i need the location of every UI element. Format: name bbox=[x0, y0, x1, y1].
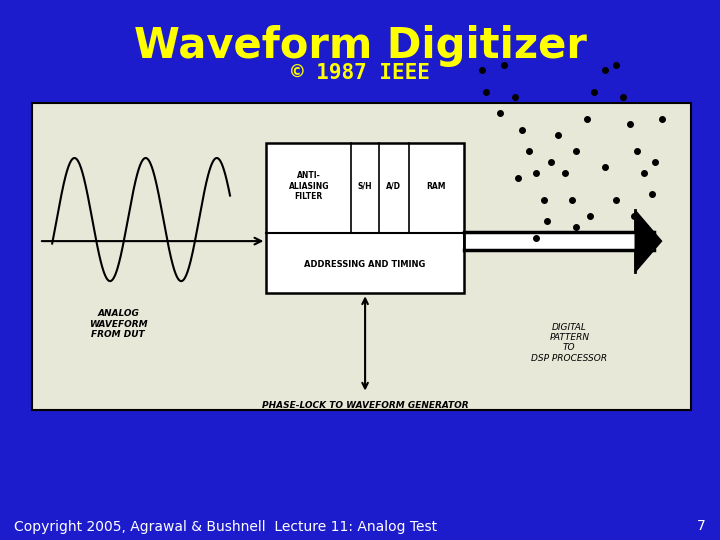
Bar bbox=[464, 233, 635, 249]
Bar bbox=[32, 103, 691, 410]
Text: PHASE-LOCK TO WAVEFORM GENERATOR: PHASE-LOCK TO WAVEFORM GENERATOR bbox=[262, 401, 469, 410]
Text: ADDRESSING AND TIMING: ADDRESSING AND TIMING bbox=[305, 260, 426, 269]
Text: Copyright 2005, Agrawal & Bushnell  Lecture 11: Analog Test: Copyright 2005, Agrawal & Bushnell Lectu… bbox=[14, 519, 438, 534]
Text: A/D: A/D bbox=[386, 182, 401, 191]
Text: Waveform Digitizer: Waveform Digitizer bbox=[134, 25, 586, 67]
Text: DIGITAL
PATTERN
TO
DSP PROCESSOR: DIGITAL PATTERN TO DSP PROCESSOR bbox=[531, 322, 608, 363]
Text: ANTI-
ALIASING
FILTER: ANTI- ALIASING FILTER bbox=[289, 172, 329, 201]
Bar bbox=[266, 143, 464, 293]
Polygon shape bbox=[635, 210, 662, 272]
Text: S/H: S/H bbox=[358, 182, 372, 191]
Text: ANALOG
WAVEFORM
FROM DUT: ANALOG WAVEFORM FROM DUT bbox=[89, 309, 148, 339]
Text: © 1987 IEEE: © 1987 IEEE bbox=[291, 63, 429, 83]
Text: RAM: RAM bbox=[426, 182, 446, 191]
Text: 7: 7 bbox=[697, 519, 706, 534]
